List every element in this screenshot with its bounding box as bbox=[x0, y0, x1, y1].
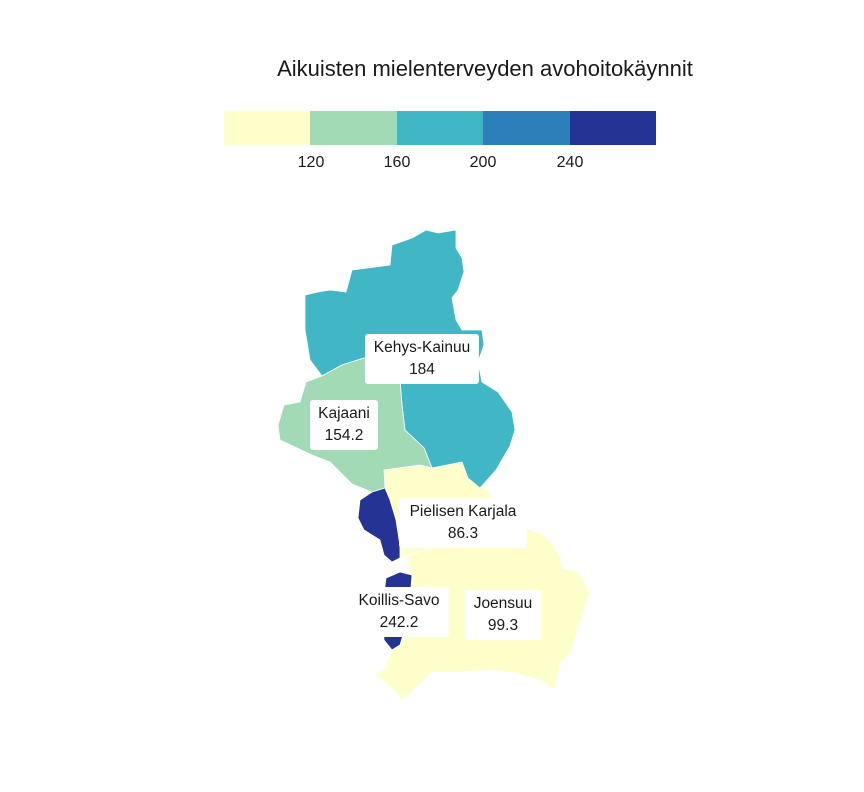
region-value: 99.3 bbox=[487, 617, 519, 634]
legend-swatch-3 bbox=[396, 111, 484, 145]
map-title: Aikuisten mielenterveyden avohoitokäynni… bbox=[277, 56, 693, 81]
legend-ticks: 120 160 200 240 bbox=[0, 154, 864, 174]
legend-swatch-5 bbox=[569, 111, 657, 145]
region-label-joensuu: Joensuu 99.3 bbox=[465, 590, 541, 640]
region-label-kehys-kainuu: Kehys-Kainuu 184 bbox=[365, 334, 479, 384]
region-value: 86.3 bbox=[447, 525, 479, 542]
region-koillis-savo[interactable] bbox=[357, 487, 401, 563]
region-name: Joensuu bbox=[473, 595, 533, 612]
region-label-koillis-savo: Koillis-Savo 242.2 bbox=[349, 587, 449, 637]
legend-swatch-1 bbox=[224, 111, 311, 145]
legend-tick-label: 120 bbox=[297, 154, 325, 171]
region-value: 184 bbox=[409, 361, 435, 378]
region-value: 154.2 bbox=[324, 427, 364, 444]
legend-tick-label: 200 bbox=[469, 154, 497, 171]
region-label-kajaani: Kajaani 154.2 bbox=[310, 400, 378, 450]
legend-swatch-4 bbox=[483, 111, 570, 145]
region-name: Kajaani bbox=[318, 405, 370, 422]
region-name: Koillis-Savo bbox=[358, 592, 440, 609]
region-name: Kehys-Kainuu bbox=[373, 339, 471, 356]
legend-tick-label: 160 bbox=[383, 154, 411, 171]
region-name: Pielisen Karjala bbox=[409, 503, 517, 520]
region-value: 242.2 bbox=[379, 614, 419, 631]
color-legend bbox=[224, 111, 657, 145]
legend-swatch-2 bbox=[310, 111, 397, 145]
legend-tick-label: 240 bbox=[556, 154, 584, 171]
region-label-pielisen-karjala: Pielisen Karjala 86.3 bbox=[399, 498, 527, 548]
